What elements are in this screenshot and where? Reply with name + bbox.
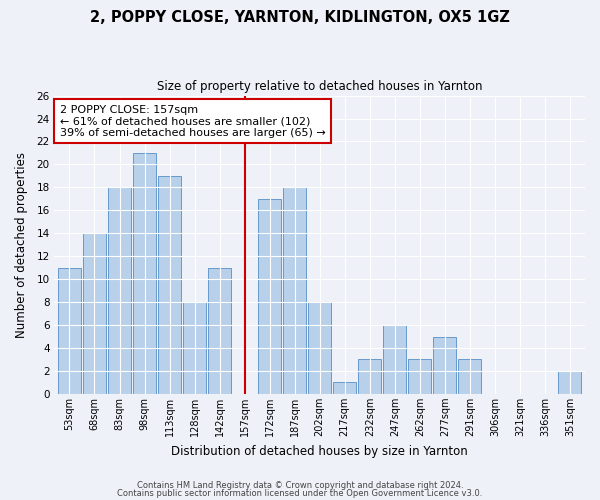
Bar [133, 153, 156, 394]
Bar [183, 302, 206, 394]
Bar [333, 382, 356, 394]
Bar [358, 360, 381, 394]
Bar [58, 268, 81, 394]
Bar [158, 176, 181, 394]
Text: 2 POPPY CLOSE: 157sqm
← 61% of detached houses are smaller (102)
39% of semi-det: 2 POPPY CLOSE: 157sqm ← 61% of detached … [60, 104, 325, 138]
Bar [383, 325, 406, 394]
Text: 2, POPPY CLOSE, YARNTON, KIDLINGTON, OX5 1GZ: 2, POPPY CLOSE, YARNTON, KIDLINGTON, OX5… [90, 10, 510, 25]
Y-axis label: Number of detached properties: Number of detached properties [15, 152, 28, 338]
Text: Contains HM Land Registry data © Crown copyright and database right 2024.: Contains HM Land Registry data © Crown c… [137, 481, 463, 490]
Title: Size of property relative to detached houses in Yarnton: Size of property relative to detached ho… [157, 80, 482, 93]
Bar [283, 188, 306, 394]
Bar [108, 188, 131, 394]
Bar [83, 233, 106, 394]
Bar [409, 360, 431, 394]
Bar [458, 360, 481, 394]
Bar [559, 371, 581, 394]
X-axis label: Distribution of detached houses by size in Yarnton: Distribution of detached houses by size … [172, 444, 468, 458]
Bar [258, 199, 281, 394]
Text: Contains public sector information licensed under the Open Government Licence v3: Contains public sector information licen… [118, 488, 482, 498]
Bar [308, 302, 331, 394]
Bar [433, 336, 457, 394]
Bar [208, 268, 231, 394]
